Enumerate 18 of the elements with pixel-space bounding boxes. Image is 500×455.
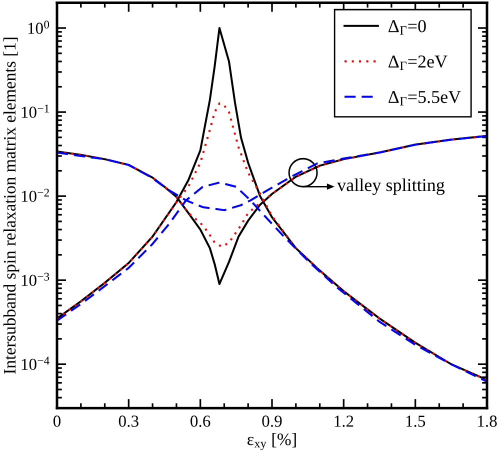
- legend-label: Δ$_{Γ}$=0: [388, 20, 426, 35]
- y-tick-label: 10$^{−4}$: [22, 356, 50, 370]
- y-tick-label: 10$^{−3}$: [22, 272, 50, 286]
- x-tick-label: 1.5: [406, 416, 426, 427]
- legend-label: Δ$_{Γ}$=2eV: [388, 56, 448, 70]
- x-tick-label: 1.8: [478, 416, 497, 427]
- x-tick-label: 0: [53, 416, 61, 427]
- annotation: valley splitting: [337, 178, 445, 195]
- x-tick-label: 0.6: [190, 416, 210, 427]
- x-axis-title: ε$_{xy}$ [%]: [247, 432, 296, 450]
- x-tick-label: 0.9: [262, 416, 282, 427]
- y-tick-label: 10$^{−2}$: [22, 188, 49, 202]
- y-axis-title: Intersubband spin relaxation matrix elements [1]: [3, 38, 20, 374]
- y-tick-label: 10$^{−1}$: [22, 104, 49, 118]
- x-tick-label: 0.3: [118, 416, 138, 427]
- legend-label: Δ$_{Γ}$=5.5eV: [388, 90, 461, 106]
- x-tick-label: 1.2: [334, 416, 354, 427]
- y-tick-label: 10$^{0}$: [28, 20, 50, 34]
